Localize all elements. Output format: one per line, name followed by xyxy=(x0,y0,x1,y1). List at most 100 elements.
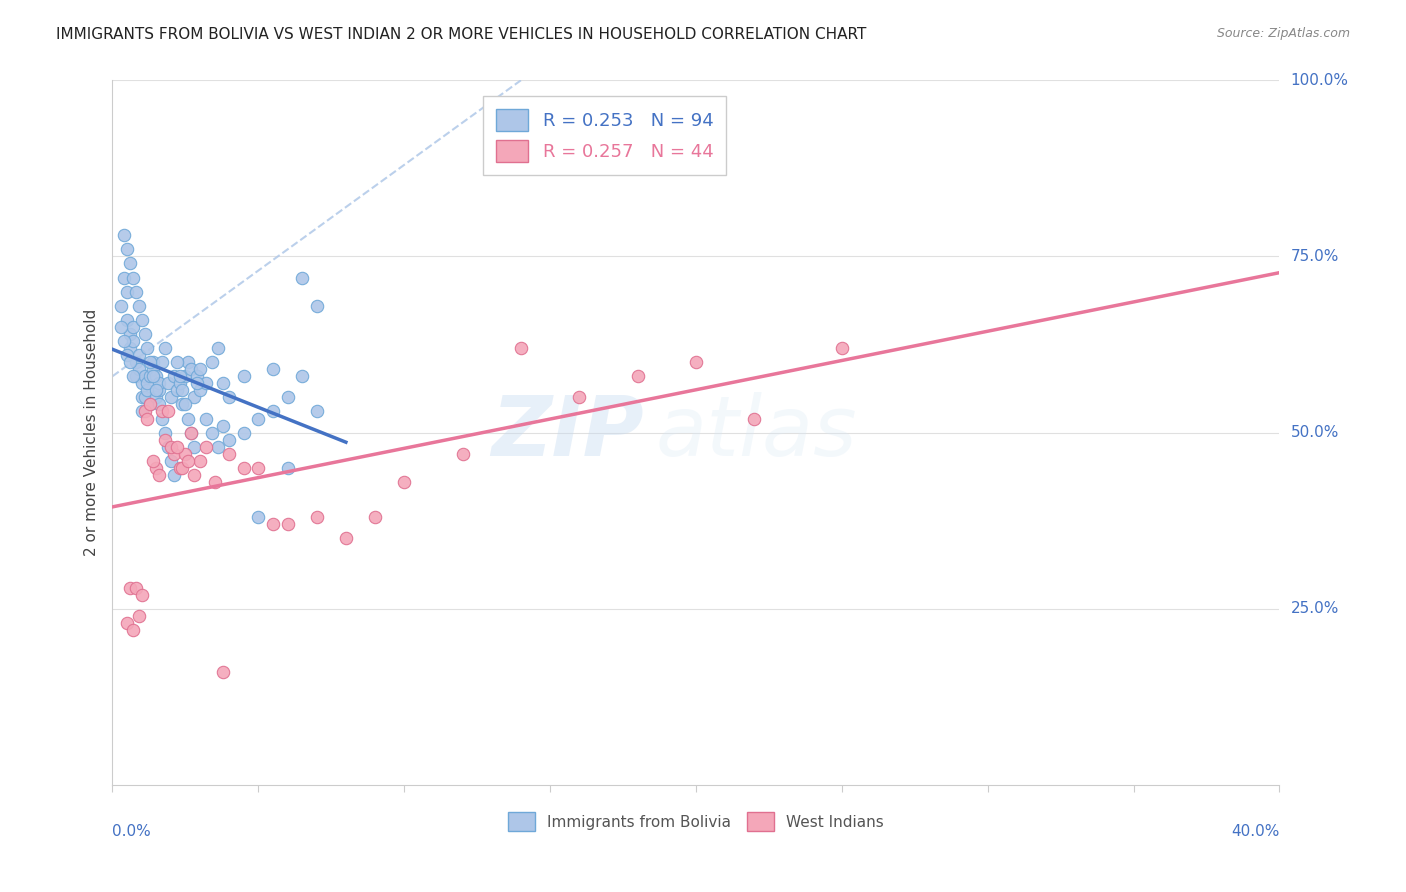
Point xyxy=(451,447,474,461)
Point xyxy=(166,440,188,454)
Point xyxy=(177,454,200,468)
Point xyxy=(247,510,270,524)
Point xyxy=(128,299,150,313)
Point xyxy=(136,376,159,391)
Point xyxy=(122,319,145,334)
Legend: Immigrants from Bolivia, West Indians: Immigrants from Bolivia, West Indians xyxy=(502,806,890,838)
Point xyxy=(139,369,162,384)
Point xyxy=(153,425,176,440)
Point xyxy=(153,341,176,355)
Text: atlas: atlas xyxy=(655,392,856,473)
Point xyxy=(291,270,314,285)
Point xyxy=(118,341,141,355)
Point xyxy=(262,362,284,376)
Point xyxy=(148,384,170,398)
Point xyxy=(118,355,141,369)
Point xyxy=(174,447,197,461)
Point xyxy=(172,460,194,475)
Point xyxy=(212,418,235,433)
Point xyxy=(335,532,357,546)
Point xyxy=(118,326,141,341)
Point xyxy=(110,299,132,313)
Point xyxy=(134,369,156,384)
Text: 40.0%: 40.0% xyxy=(1232,823,1279,838)
Point xyxy=(232,369,254,384)
Point xyxy=(232,425,254,440)
Point xyxy=(291,369,314,384)
Point xyxy=(232,460,254,475)
Point xyxy=(160,454,183,468)
Point xyxy=(150,355,173,369)
Point xyxy=(128,348,150,362)
Point xyxy=(118,256,141,270)
Point xyxy=(110,319,132,334)
Point xyxy=(148,376,170,391)
Point xyxy=(174,369,197,384)
Point xyxy=(194,440,217,454)
Point xyxy=(218,433,240,447)
Point xyxy=(183,391,205,405)
Point xyxy=(831,341,853,355)
Text: IMMIGRANTS FROM BOLIVIA VS WEST INDIAN 2 OR MORE VEHICLES IN HOUSEHOLD CORRELATI: IMMIGRANTS FROM BOLIVIA VS WEST INDIAN 2… xyxy=(56,27,866,42)
Point xyxy=(194,411,217,425)
Point xyxy=(142,454,165,468)
Point xyxy=(509,341,531,355)
Point xyxy=(112,334,135,348)
Text: 25.0%: 25.0% xyxy=(1291,601,1339,616)
Point xyxy=(122,334,145,348)
Point xyxy=(131,376,153,391)
Point xyxy=(125,369,148,384)
Point xyxy=(142,362,165,376)
Point xyxy=(128,608,150,623)
Text: 0.0%: 0.0% xyxy=(112,823,152,838)
Point xyxy=(142,355,165,369)
Point xyxy=(183,467,205,482)
Point xyxy=(247,411,270,425)
Point xyxy=(201,425,224,440)
Point xyxy=(136,411,159,425)
Point xyxy=(218,391,240,405)
Point xyxy=(247,460,270,475)
Text: ZIP: ZIP xyxy=(491,392,644,473)
Point xyxy=(160,440,183,454)
Point xyxy=(212,665,235,680)
Point xyxy=(277,517,299,532)
Point xyxy=(136,341,159,355)
Point xyxy=(145,391,167,405)
Point xyxy=(163,369,186,384)
Point xyxy=(163,467,186,482)
Point xyxy=(568,391,591,405)
Point xyxy=(364,510,387,524)
Point xyxy=(183,440,205,454)
Point xyxy=(136,384,159,398)
Point xyxy=(156,440,179,454)
Y-axis label: 2 or more Vehicles in Household: 2 or more Vehicles in Household xyxy=(83,309,98,557)
Point xyxy=(186,369,208,384)
Point xyxy=(125,285,148,299)
Point xyxy=(262,404,284,418)
Point xyxy=(160,391,183,405)
Point xyxy=(131,404,153,418)
Point xyxy=(201,355,224,369)
Point xyxy=(177,355,200,369)
Point xyxy=(180,425,202,440)
Point xyxy=(118,581,141,595)
Point xyxy=(115,285,138,299)
Point xyxy=(169,460,191,475)
Point xyxy=(169,369,191,384)
Point xyxy=(125,355,148,369)
Point xyxy=(172,397,194,411)
Point xyxy=(174,397,197,411)
Point xyxy=(115,615,138,630)
Point xyxy=(180,362,202,376)
Point xyxy=(122,623,145,637)
Point xyxy=(134,404,156,418)
Text: 75.0%: 75.0% xyxy=(1291,249,1339,264)
Point xyxy=(188,454,211,468)
Point xyxy=(166,384,188,398)
Point xyxy=(153,433,176,447)
Point xyxy=(305,404,328,418)
Point xyxy=(131,588,153,602)
Point xyxy=(188,384,211,398)
Point xyxy=(262,517,284,532)
